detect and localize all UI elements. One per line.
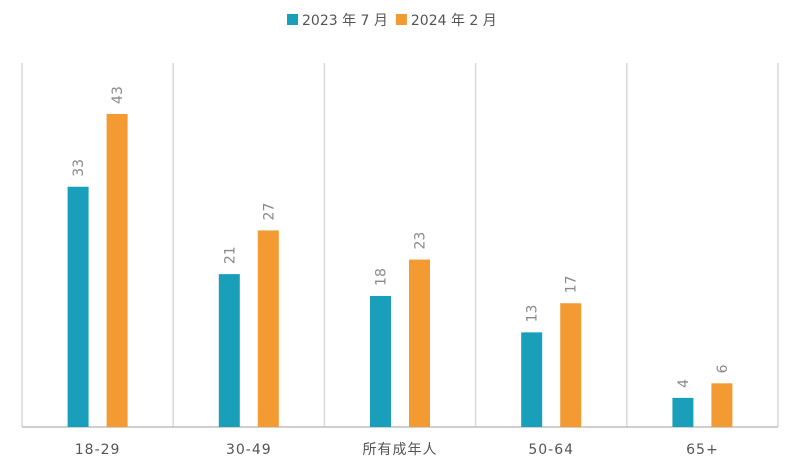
legend: 2023 年 7 月 2024 年 2 月 [287,13,497,29]
x-tick-label: 65+ [686,442,719,458]
bar [560,303,582,427]
legend-swatch [395,14,407,25]
value-label: 17 [564,275,580,293]
bar [672,397,694,427]
bar [257,230,279,427]
legend-label: 2024 年 2 月 [411,13,497,29]
value-label: 27 [261,203,277,221]
x-tick-label: 18-29 [75,442,121,458]
bar [409,259,430,427]
bar [67,186,89,427]
value-label: 4 [676,379,692,388]
value-label: 13 [525,305,541,323]
x-tick-label: 30-49 [226,442,272,458]
x-tick-label: 50-64 [528,442,574,458]
value-label: 33 [71,159,87,177]
value-label: 23 [413,232,429,250]
value-label: 43 [110,86,126,104]
legend-swatch [287,14,298,25]
legend-label: 2023 年 7 月 [302,13,388,29]
x-tick-label: 所有成年人 [363,442,438,458]
bar [521,332,543,427]
value-label: 6 [715,364,731,373]
value-label: 21 [222,246,238,264]
bar [106,113,128,428]
value-label: 18 [374,268,390,286]
bar [370,295,391,427]
bar [711,383,733,427]
bar [218,274,240,427]
